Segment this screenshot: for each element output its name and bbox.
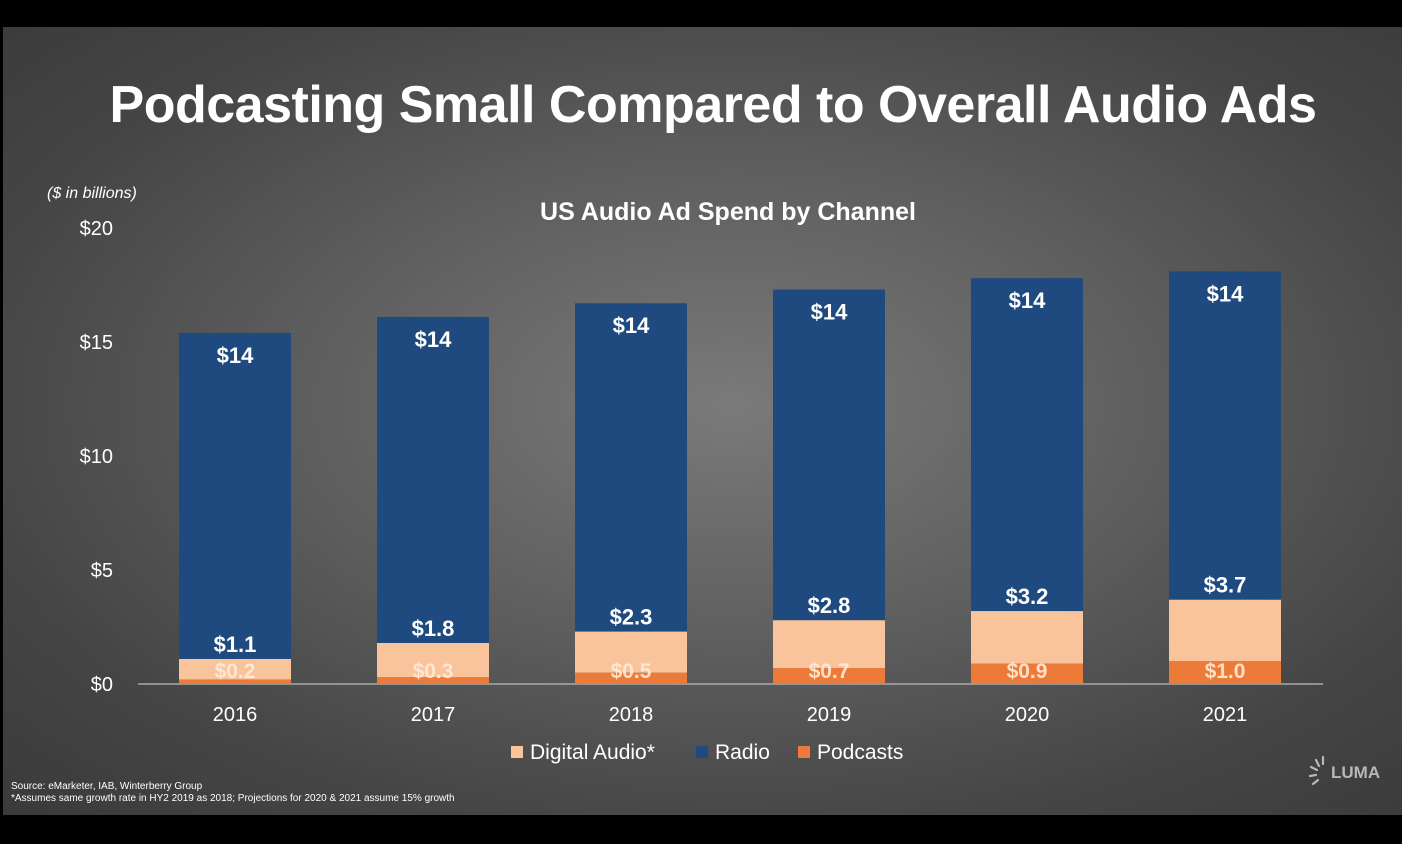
y-tick-label: $5: [91, 560, 113, 582]
bar-digital-audio-2017: [377, 642, 489, 678]
bar-digital-audio-2016: [179, 658, 291, 680]
data-label-radio-2017: $14: [415, 327, 452, 352]
data-label-podcasts-2016: $0.2: [215, 660, 256, 683]
logo-text: LUMA: [1331, 763, 1381, 782]
bar-digital-audio-2018: [575, 631, 687, 673]
bar-digital-audio-2021: [1169, 599, 1281, 662]
data-label-podcasts-2017: $0.3: [413, 660, 454, 683]
slide-title: Podcasting Small Compared to Overall Aud…: [109, 76, 1317, 134]
data-label-digital-audio-2021: $3.7: [1204, 573, 1247, 598]
x-tick-label: 2020: [1005, 704, 1050, 726]
bar-radio-2016: [179, 332, 291, 659]
bar-radio-2017: [377, 316, 489, 643]
chart: US Audio Ad Spend by Channel $0$5$10$15$…: [80, 198, 1323, 764]
data-label-podcasts-2018: $0.5: [611, 660, 652, 683]
data-label-digital-audio-2016: $1.1: [214, 632, 257, 657]
y-tick-label: $15: [80, 332, 113, 354]
data-label-podcasts-2021: $1.0: [1205, 660, 1246, 683]
bar-radio-2019: [773, 289, 885, 621]
legend-label-podcasts: Podcasts: [817, 741, 903, 764]
bar-podcasts-2020: [971, 663, 1083, 684]
data-label-digital-audio-2018: $2.3: [610, 605, 653, 630]
bar-radio-2021: [1169, 271, 1281, 600]
x-tick-label: 2021: [1203, 704, 1248, 726]
bars: $0.2 $1.1 $14 $0.3 $1.8 $14 $0.5 $2.3 $14 $0.7 $2.…: [179, 271, 1281, 684]
legend-swatch-radio: [696, 746, 708, 758]
data-label-radio-2020: $14: [1009, 288, 1046, 313]
data-label-podcasts-2019: $0.7: [809, 660, 850, 683]
data-label-radio-2019: $14: [811, 300, 848, 325]
x-tick-label: 2016: [213, 704, 258, 726]
y-tick-label: $20: [80, 218, 113, 240]
legend-swatch-digital-audio: [511, 746, 523, 758]
data-label-radio-2016: $14: [217, 343, 254, 368]
legend: Digital Audio* Radio Podcasts: [511, 741, 903, 764]
bar-podcasts-2016: [179, 679, 291, 684]
luma-logo: LUMA: [1308, 751, 1393, 791]
data-label-radio-2021: $14: [1207, 281, 1244, 306]
y-axis: $0 $5 $10 $15 $20: [80, 218, 1323, 696]
legend-label-digital-audio: Digital Audio*: [530, 741, 655, 764]
bar-digital-audio-2020: [971, 611, 1083, 664]
bar-podcasts-2019: [773, 668, 885, 684]
bar-radio-2018: [575, 303, 687, 632]
bar-podcasts-2017: [377, 677, 489, 684]
assumptions-footnote: *Assumes same growth rate in HY2 2019 as…: [11, 793, 455, 804]
x-tick-label: 2019: [807, 704, 852, 726]
bar-podcasts-2021: [1169, 661, 1281, 684]
data-label-radio-2018: $14: [613, 313, 650, 338]
bar-podcasts-2018: [575, 672, 687, 684]
x-axis: 2016 2017 2018 2019 2020 2021: [213, 704, 1248, 726]
legend-label-radio: Radio: [715, 741, 770, 764]
data-label-digital-audio-2017: $1.8: [412, 616, 455, 641]
bar-digital-audio-2019: [773, 620, 885, 669]
x-tick-label: 2017: [411, 704, 456, 726]
data-label-podcasts-2020: $0.9: [1007, 660, 1048, 683]
chart-title: US Audio Ad Spend by Channel: [540, 198, 916, 226]
y-tick-label: $0: [91, 674, 113, 696]
legend-swatch-podcasts: [798, 746, 810, 758]
x-tick-label: 2018: [609, 704, 654, 726]
y-tick-label: $10: [80, 446, 113, 468]
bar-radio-2020: [971, 278, 1083, 612]
burst-icon: [1308, 755, 1325, 786]
slide: Podcasting Small Compared to Overall Aud…: [3, 27, 1402, 815]
data-label-digital-audio-2020: $3.2: [1006, 584, 1049, 609]
unit-note: ($ in billions): [47, 185, 137, 202]
source-note: Source: eMarketer, IAB, Winterberry Grou…: [11, 781, 203, 792]
data-label-digital-audio-2019: $2.8: [808, 593, 851, 618]
